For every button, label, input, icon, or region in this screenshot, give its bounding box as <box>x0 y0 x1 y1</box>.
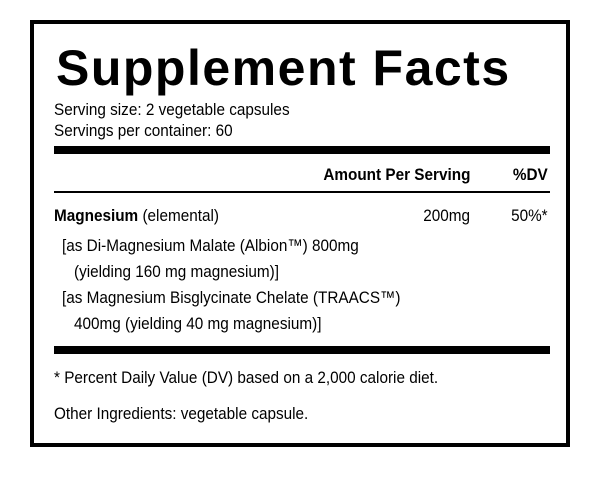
nutrient: Magnesium (elemental) <box>54 206 219 226</box>
facts-panel: Supplement Facts Serving size: 2 vegetab… <box>30 20 570 447</box>
detail-line: [as Magnesium Bisglycinate Chelate (TRAA… <box>62 288 401 307</box>
serving-size: Serving size: 2 vegetable capsules <box>54 100 290 119</box>
footnote: * Percent Daily Value (DV) based on a 2,… <box>54 368 439 387</box>
thin-rule <box>54 191 550 193</box>
other-ingredients: Other Ingredients: vegetable capsule. <box>54 404 309 423</box>
thick-rule <box>54 346 550 354</box>
nutrient-qualifier: (elemental) <box>142 206 219 225</box>
detail-line: 400mg (yielding 40 mg magnesium)] <box>74 314 322 333</box>
amount-header: Amount Per Serving <box>322 165 470 184</box>
nutrient-dv: 50%* <box>511 206 548 225</box>
dv-header: %DV <box>513 165 548 184</box>
nutrient-amount: 200mg <box>423 206 470 225</box>
title: Supplement Facts <box>56 40 511 96</box>
nutrient-name: Magnesium <box>54 206 139 225</box>
detail-line: [as Di-Magnesium Malate (Albion™) 800mg <box>62 236 359 255</box>
thick-rule <box>54 146 550 154</box>
detail-line: (yielding 160 mg magnesium)] <box>74 262 279 281</box>
servings-per-container: Servings per container: 60 <box>54 121 233 140</box>
